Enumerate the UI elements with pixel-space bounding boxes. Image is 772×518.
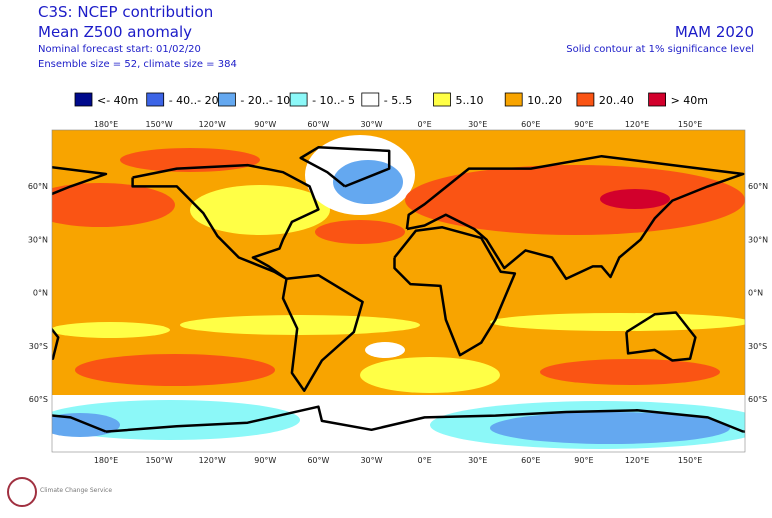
anomaly-area <box>490 412 730 444</box>
coastline <box>299 146 391 188</box>
lon-label: 150°W <box>146 456 173 465</box>
lon-label: 60°E <box>521 120 540 129</box>
legend-swatch <box>433 92 451 107</box>
legend: <- 40m - 40..- 20 - 20..- 10 - 10..- 5 - 5..… <box>74 92 708 107</box>
legend-label: <- 40m <box>97 94 138 107</box>
lat-label: 30°S <box>29 342 48 351</box>
anomaly-area <box>490 313 745 331</box>
lon-label: 150°E <box>678 120 702 129</box>
legend-swatch <box>74 92 93 107</box>
anomaly-area <box>540 359 720 385</box>
anomaly-area <box>360 357 500 393</box>
lon-label: 0°E <box>418 120 432 129</box>
legend-label: 5..10 <box>456 94 484 107</box>
coastline <box>281 273 364 392</box>
lon-label: 90°W <box>254 120 276 129</box>
anomaly-area <box>600 189 670 209</box>
anomaly-area <box>315 220 405 244</box>
anomaly-area <box>190 185 330 235</box>
legend-swatch <box>576 92 595 107</box>
legend-swatch <box>146 92 165 107</box>
coastline <box>405 154 745 281</box>
lon-label: 30°E <box>468 456 487 465</box>
lon-label: 30°E <box>468 120 487 129</box>
lon-label: 120°W <box>199 456 226 465</box>
anomaly-area <box>180 315 420 335</box>
legend-label: - 5..5 <box>384 94 412 107</box>
lat-label: 60°N <box>28 182 48 191</box>
map <box>52 130 745 452</box>
lon-label: 60°W <box>307 456 329 465</box>
legend-swatch <box>217 92 236 107</box>
season-title: MAM 2020 <box>675 23 754 41</box>
lon-label: 60°E <box>521 456 540 465</box>
logo-text: Climate Change Service <box>40 487 112 494</box>
coastline <box>393 226 517 357</box>
anomaly-area <box>52 322 170 338</box>
legend-swatch <box>361 92 380 107</box>
coastline <box>131 163 320 281</box>
lon-label: 120°E <box>625 456 649 465</box>
legend-swatch <box>648 92 666 107</box>
legend-label: > 40m <box>671 94 708 107</box>
logo: Climate Change Service <box>7 477 112 507</box>
lat-label: 0°N <box>33 289 48 298</box>
lon-label: 120°E <box>625 120 649 129</box>
lon-label: 60°W <box>307 120 329 129</box>
lat-label: 30°N <box>28 235 48 244</box>
axes: 180°E 180°E 150°W 150°W 120°W 120°W 90°W 90°W 60… <box>28 120 768 465</box>
anomaly-area <box>405 165 745 235</box>
lon-label: 30°W <box>360 120 382 129</box>
lon-label: 180°E <box>94 456 118 465</box>
subtitle: Solid contour at 1% significance level <box>566 44 754 55</box>
coastline <box>625 311 697 362</box>
lon-label: 150°E <box>678 456 702 465</box>
title-line: Nominal forecast start: 01/02/20 <box>38 44 201 55</box>
coastline <box>52 327 60 361</box>
coastlines <box>52 146 745 433</box>
legend-label: 10..20 <box>527 94 562 107</box>
lat-label: 30°S <box>748 342 767 351</box>
lon-label: 120°W <box>199 120 226 129</box>
anomaly-field <box>52 135 745 452</box>
lon-label: 90°E <box>574 120 593 129</box>
title-line: C3S: NCEP contribution <box>38 3 213 21</box>
lat-label: 30°N <box>748 235 768 244</box>
logo-icon <box>7 477 37 507</box>
lat-label: 60°N <box>748 182 768 191</box>
lon-label: 0°E <box>418 456 432 465</box>
coastline <box>105 405 744 433</box>
map-frame <box>51 129 746 453</box>
legend-swatch <box>504 92 523 107</box>
legend-label: - 20..- 10 <box>240 94 290 107</box>
legend-label: - 10..- 5 <box>312 94 355 107</box>
lon-label: 180°E <box>94 120 118 129</box>
lat-label: 0°N <box>748 289 763 298</box>
lat-label: 60°S <box>29 395 48 404</box>
lon-label: 150°W <box>146 120 173 129</box>
anomaly-area <box>75 354 275 386</box>
lon-label: 90°W <box>254 456 276 465</box>
anomaly-area <box>52 183 175 227</box>
coastline <box>743 430 745 433</box>
lon-label: 30°W <box>360 456 382 465</box>
anomaly-area <box>333 160 403 204</box>
lat-label: 60°S <box>748 395 767 404</box>
title-line: Ensemble size = 52, climate size = 384 <box>38 59 237 70</box>
anomaly-area <box>365 342 405 358</box>
lon-label: 90°E <box>574 456 593 465</box>
title-line: Mean Z500 anomaly <box>38 23 192 41</box>
legend-label: 20..40 <box>599 94 634 107</box>
legend-swatch <box>289 92 308 107</box>
legend-label: - 40..- 20 <box>169 94 219 107</box>
